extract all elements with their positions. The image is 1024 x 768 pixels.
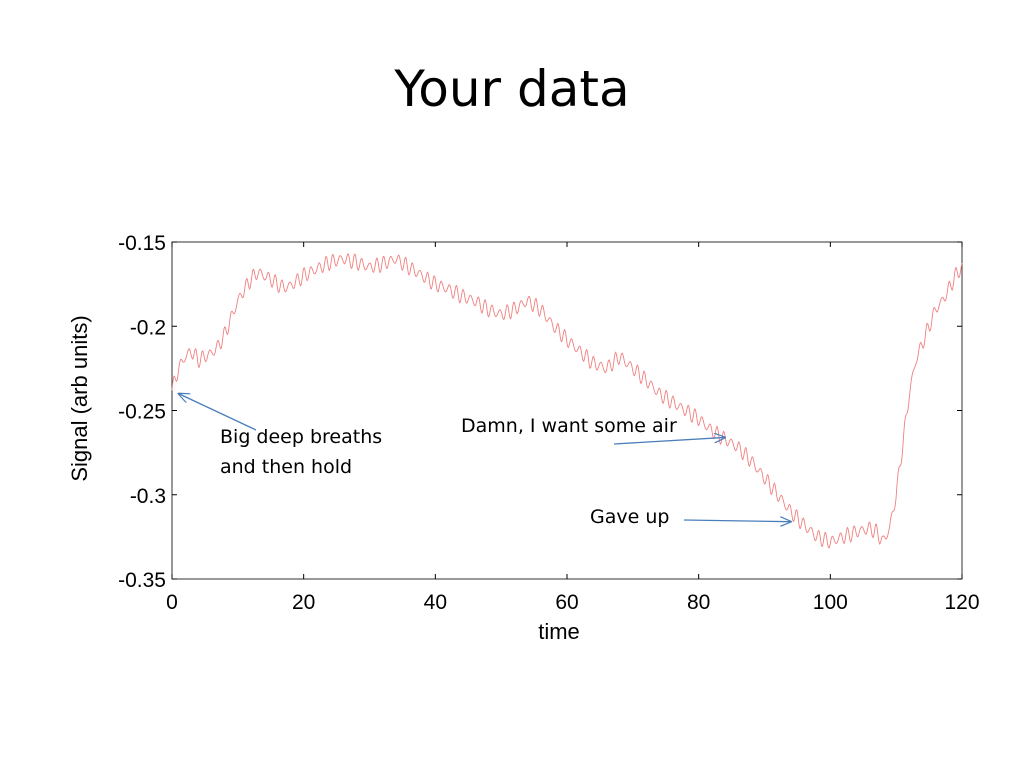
x-tick-label: 0 — [166, 591, 178, 614]
axis-ticks — [171, 241, 963, 580]
plot-area — [171, 241, 963, 580]
annotation-want-air: Damn, I want some air — [461, 415, 725, 445]
x-tick-label: 40 — [424, 591, 447, 614]
tick-labels: 0 20 40 60 80 100 120 -0.15 -0.2 -0.25 -0.3 -0.35 — [118, 232, 979, 614]
y-tick-label: -0.35 — [118, 569, 166, 592]
x-tick-label: 20 — [292, 591, 315, 614]
annotation-text: Gave up — [590, 506, 669, 528]
annotation-arrow — [683, 520, 791, 522]
annotation-text: Damn, I want some air — [461, 415, 677, 437]
y-tick-label: -0.25 — [118, 401, 166, 424]
x-tick-label: 100 — [813, 591, 848, 614]
y-tick-label: -0.3 — [130, 485, 166, 508]
x-tick-label: 60 — [555, 591, 578, 614]
x-tick-label: 120 — [944, 591, 979, 614]
annotation-text: and then hold — [220, 456, 352, 478]
annotation-arrow — [613, 437, 725, 445]
annotation-arrow — [179, 394, 257, 431]
annotation-big-deep-breaths: Big deep breaths and then hold — [179, 394, 382, 478]
annotation-gave-up: Gave up — [590, 506, 791, 528]
annotation-text: Big deep breaths — [220, 426, 382, 448]
x-axis-label: time — [538, 619, 580, 644]
y-tick-label: -0.2 — [130, 316, 166, 339]
x-tick-label: 80 — [687, 591, 710, 614]
y-axis-label: Signal (arb units) — [67, 315, 92, 481]
y-tick-label: -0.15 — [118, 232, 166, 255]
slide-title: Your data — [394, 60, 630, 118]
annotations: Big deep breaths and then hold Damn, I wan… — [179, 394, 791, 528]
signal-series-line — [171, 253, 963, 549]
